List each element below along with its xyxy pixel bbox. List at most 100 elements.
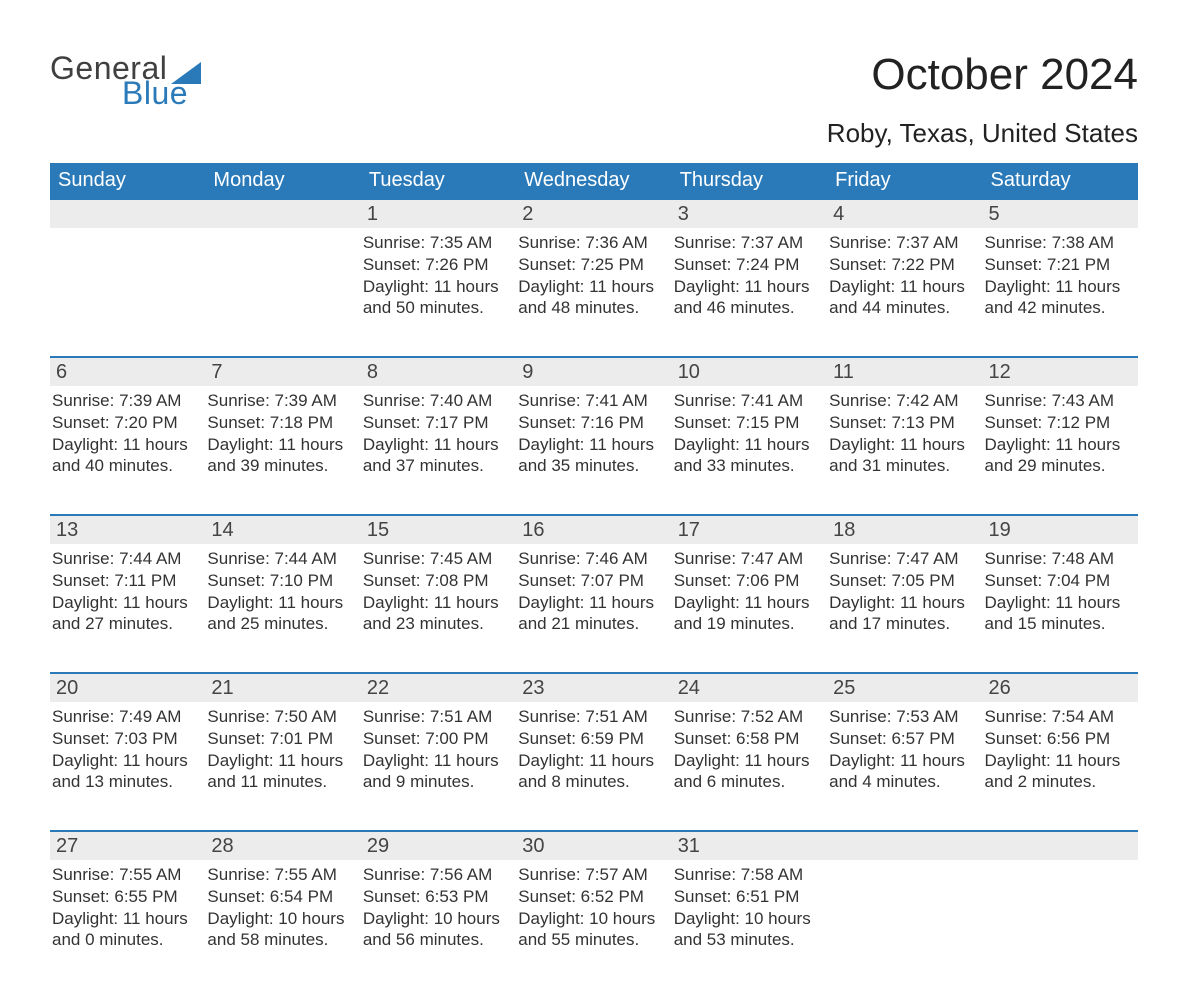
daynum-row: 12345 xyxy=(50,198,1138,228)
sunrise-line: Sunrise: 7:47 AM xyxy=(674,548,821,570)
sunset-line: Sunset: 7:00 PM xyxy=(363,728,510,750)
daylight-line: Daylight: 11 hours and 9 minutes. xyxy=(363,750,510,794)
day-content: Sunrise: 7:46 AMSunset: 7:07 PMDaylight:… xyxy=(516,544,671,639)
sunset-line: Sunset: 7:17 PM xyxy=(363,412,510,434)
day-content: Sunrise: 7:57 AMSunset: 6:52 PMDaylight:… xyxy=(516,860,671,955)
day-cell: Sunrise: 7:57 AMSunset: 6:52 PMDaylight:… xyxy=(516,860,671,988)
weekday-header: Friday xyxy=(827,163,982,198)
week-row: Sunrise: 7:55 AMSunset: 6:55 PMDaylight:… xyxy=(50,860,1138,988)
day-cell: Sunrise: 7:46 AMSunset: 7:07 PMDaylight:… xyxy=(516,544,671,672)
day-number: 1 xyxy=(361,198,516,228)
daylight-line: Daylight: 11 hours and 39 minutes. xyxy=(207,434,354,478)
day-content: Sunrise: 7:52 AMSunset: 6:58 PMDaylight:… xyxy=(672,702,827,797)
calendar-body: 12345Sunrise: 7:35 AMSunset: 7:26 PMDayl… xyxy=(50,198,1138,988)
weekday-header: Thursday xyxy=(672,163,827,198)
weekday-header: Saturday xyxy=(983,163,1138,198)
day-number: 4 xyxy=(827,198,982,228)
brand-logo: General Blue xyxy=(50,50,201,112)
day-number: 25 xyxy=(827,672,982,702)
brand-word-2: Blue xyxy=(122,75,188,112)
sunset-line: Sunset: 7:22 PM xyxy=(829,254,976,276)
daylight-line: Daylight: 11 hours and 0 minutes. xyxy=(52,908,199,952)
daylight-line: Daylight: 11 hours and 35 minutes. xyxy=(518,434,665,478)
daylight-line: Daylight: 11 hours and 27 minutes. xyxy=(52,592,199,636)
sunrise-line: Sunrise: 7:37 AM xyxy=(674,232,821,254)
daylight-line: Daylight: 11 hours and 13 minutes. xyxy=(52,750,199,794)
day-content: Sunrise: 7:55 AMSunset: 6:55 PMDaylight:… xyxy=(50,860,205,955)
day-content: Sunrise: 7:37 AMSunset: 7:22 PMDaylight:… xyxy=(827,228,982,323)
day-content: Sunrise: 7:40 AMSunset: 7:17 PMDaylight:… xyxy=(361,386,516,481)
day-number: 26 xyxy=(983,672,1138,702)
calendar-table: SundayMondayTuesdayWednesdayThursdayFrid… xyxy=(50,163,1138,988)
day-content: Sunrise: 7:47 AMSunset: 7:06 PMDaylight:… xyxy=(672,544,827,639)
day-cell: Sunrise: 7:44 AMSunset: 7:10 PMDaylight:… xyxy=(205,544,360,672)
sunset-line: Sunset: 7:16 PM xyxy=(518,412,665,434)
daylight-line: Daylight: 11 hours and 21 minutes. xyxy=(518,592,665,636)
day-cell: Sunrise: 7:55 AMSunset: 6:55 PMDaylight:… xyxy=(50,860,205,988)
day-content: Sunrise: 7:42 AMSunset: 7:13 PMDaylight:… xyxy=(827,386,982,481)
header: General Blue October 2024 Roby, Texas, U… xyxy=(50,50,1138,149)
sunrise-line: Sunrise: 7:39 AM xyxy=(52,390,199,412)
day-cell xyxy=(827,860,982,988)
week-row: Sunrise: 7:44 AMSunset: 7:11 PMDaylight:… xyxy=(50,544,1138,672)
day-number xyxy=(50,198,205,228)
day-cell: Sunrise: 7:39 AMSunset: 7:18 PMDaylight:… xyxy=(205,386,360,514)
day-content: Sunrise: 7:39 AMSunset: 7:20 PMDaylight:… xyxy=(50,386,205,481)
sunset-line: Sunset: 7:24 PM xyxy=(674,254,821,276)
day-cell: Sunrise: 7:53 AMSunset: 6:57 PMDaylight:… xyxy=(827,702,982,830)
day-number: 27 xyxy=(50,830,205,860)
day-content: Sunrise: 7:56 AMSunset: 6:53 PMDaylight:… xyxy=(361,860,516,955)
day-cell: Sunrise: 7:52 AMSunset: 6:58 PMDaylight:… xyxy=(672,702,827,830)
sunset-line: Sunset: 6:58 PM xyxy=(674,728,821,750)
day-content: Sunrise: 7:37 AMSunset: 7:24 PMDaylight:… xyxy=(672,228,827,323)
day-number: 12 xyxy=(983,356,1138,386)
daylight-line: Daylight: 10 hours and 55 minutes. xyxy=(518,908,665,952)
sunrise-line: Sunrise: 7:39 AM xyxy=(207,390,354,412)
daylight-line: Daylight: 11 hours and 4 minutes. xyxy=(829,750,976,794)
day-content: Sunrise: 7:50 AMSunset: 7:01 PMDaylight:… xyxy=(205,702,360,797)
day-cell xyxy=(50,228,205,356)
daylight-line: Daylight: 10 hours and 58 minutes. xyxy=(207,908,354,952)
week-row: Sunrise: 7:49 AMSunset: 7:03 PMDaylight:… xyxy=(50,702,1138,830)
sunrise-line: Sunrise: 7:51 AM xyxy=(518,706,665,728)
daynum-row: 13141516171819 xyxy=(50,514,1138,544)
day-content: Sunrise: 7:35 AMSunset: 7:26 PMDaylight:… xyxy=(361,228,516,323)
sunrise-line: Sunrise: 7:41 AM xyxy=(674,390,821,412)
daylight-line: Daylight: 11 hours and 40 minutes. xyxy=(52,434,199,478)
day-number: 20 xyxy=(50,672,205,702)
sunset-line: Sunset: 7:18 PM xyxy=(207,412,354,434)
day-number: 15 xyxy=(361,514,516,544)
sunrise-line: Sunrise: 7:42 AM xyxy=(829,390,976,412)
day-content: Sunrise: 7:48 AMSunset: 7:04 PMDaylight:… xyxy=(983,544,1138,639)
sunset-line: Sunset: 7:26 PM xyxy=(363,254,510,276)
weekday-row: SundayMondayTuesdayWednesdayThursdayFrid… xyxy=(50,163,1138,198)
day-number: 18 xyxy=(827,514,982,544)
day-cell xyxy=(205,228,360,356)
day-cell: Sunrise: 7:47 AMSunset: 7:06 PMDaylight:… xyxy=(672,544,827,672)
day-content: Sunrise: 7:51 AMSunset: 6:59 PMDaylight:… xyxy=(516,702,671,797)
daylight-line: Daylight: 11 hours and 17 minutes. xyxy=(829,592,976,636)
sunrise-line: Sunrise: 7:56 AM xyxy=(363,864,510,886)
day-content: Sunrise: 7:43 AMSunset: 7:12 PMDaylight:… xyxy=(983,386,1138,481)
day-content: Sunrise: 7:39 AMSunset: 7:18 PMDaylight:… xyxy=(205,386,360,481)
sunrise-line: Sunrise: 7:55 AM xyxy=(207,864,354,886)
day-number: 31 xyxy=(672,830,827,860)
sunset-line: Sunset: 7:13 PM xyxy=(829,412,976,434)
daylight-line: Daylight: 11 hours and 29 minutes. xyxy=(985,434,1132,478)
day-number: 19 xyxy=(983,514,1138,544)
day-cell: Sunrise: 7:58 AMSunset: 6:51 PMDaylight:… xyxy=(672,860,827,988)
sunset-line: Sunset: 7:25 PM xyxy=(518,254,665,276)
sunset-line: Sunset: 7:04 PM xyxy=(985,570,1132,592)
daylight-line: Daylight: 11 hours and 50 minutes. xyxy=(363,276,510,320)
sunrise-line: Sunrise: 7:38 AM xyxy=(985,232,1132,254)
day-cell: Sunrise: 7:43 AMSunset: 7:12 PMDaylight:… xyxy=(983,386,1138,514)
day-cell: Sunrise: 7:38 AMSunset: 7:21 PMDaylight:… xyxy=(983,228,1138,356)
sunset-line: Sunset: 7:20 PM xyxy=(52,412,199,434)
day-number: 3 xyxy=(672,198,827,228)
sunset-line: Sunset: 7:21 PM xyxy=(985,254,1132,276)
sunrise-line: Sunrise: 7:46 AM xyxy=(518,548,665,570)
sunrise-line: Sunrise: 7:55 AM xyxy=(52,864,199,886)
day-content: Sunrise: 7:41 AMSunset: 7:15 PMDaylight:… xyxy=(672,386,827,481)
sunrise-line: Sunrise: 7:54 AM xyxy=(985,706,1132,728)
day-cell xyxy=(983,860,1138,988)
